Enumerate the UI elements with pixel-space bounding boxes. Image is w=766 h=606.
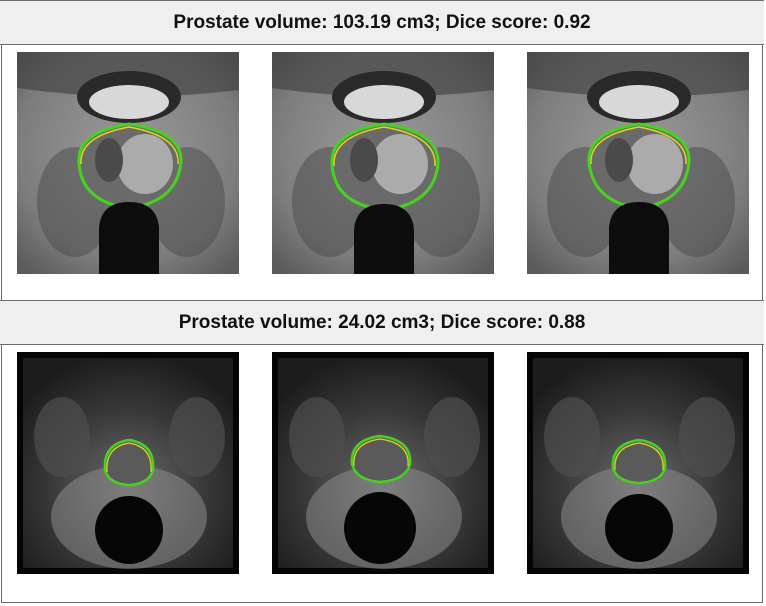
mri-slice-image (527, 352, 749, 574)
panel-2-scan-1 (17, 352, 239, 574)
panel-1-header: Prostate volume: 103.19 cm3; Dice score:… (0, 0, 764, 45)
panel-2-scan-3 (527, 352, 749, 574)
panel-2-header: Prostate volume: 24.02 cm3; Dice score: … (0, 300, 764, 345)
mri-slice-image (17, 52, 239, 274)
panel-1-scan-2 (272, 52, 494, 274)
panel-2-scan-2 (272, 352, 494, 574)
mri-slice-image (272, 352, 494, 574)
panel-1-scan-3 (527, 52, 749, 274)
mri-slice-image (272, 52, 494, 274)
mri-slice-image (527, 52, 749, 274)
panel-1-scan-1 (17, 52, 239, 274)
mri-slice-image (17, 352, 239, 574)
